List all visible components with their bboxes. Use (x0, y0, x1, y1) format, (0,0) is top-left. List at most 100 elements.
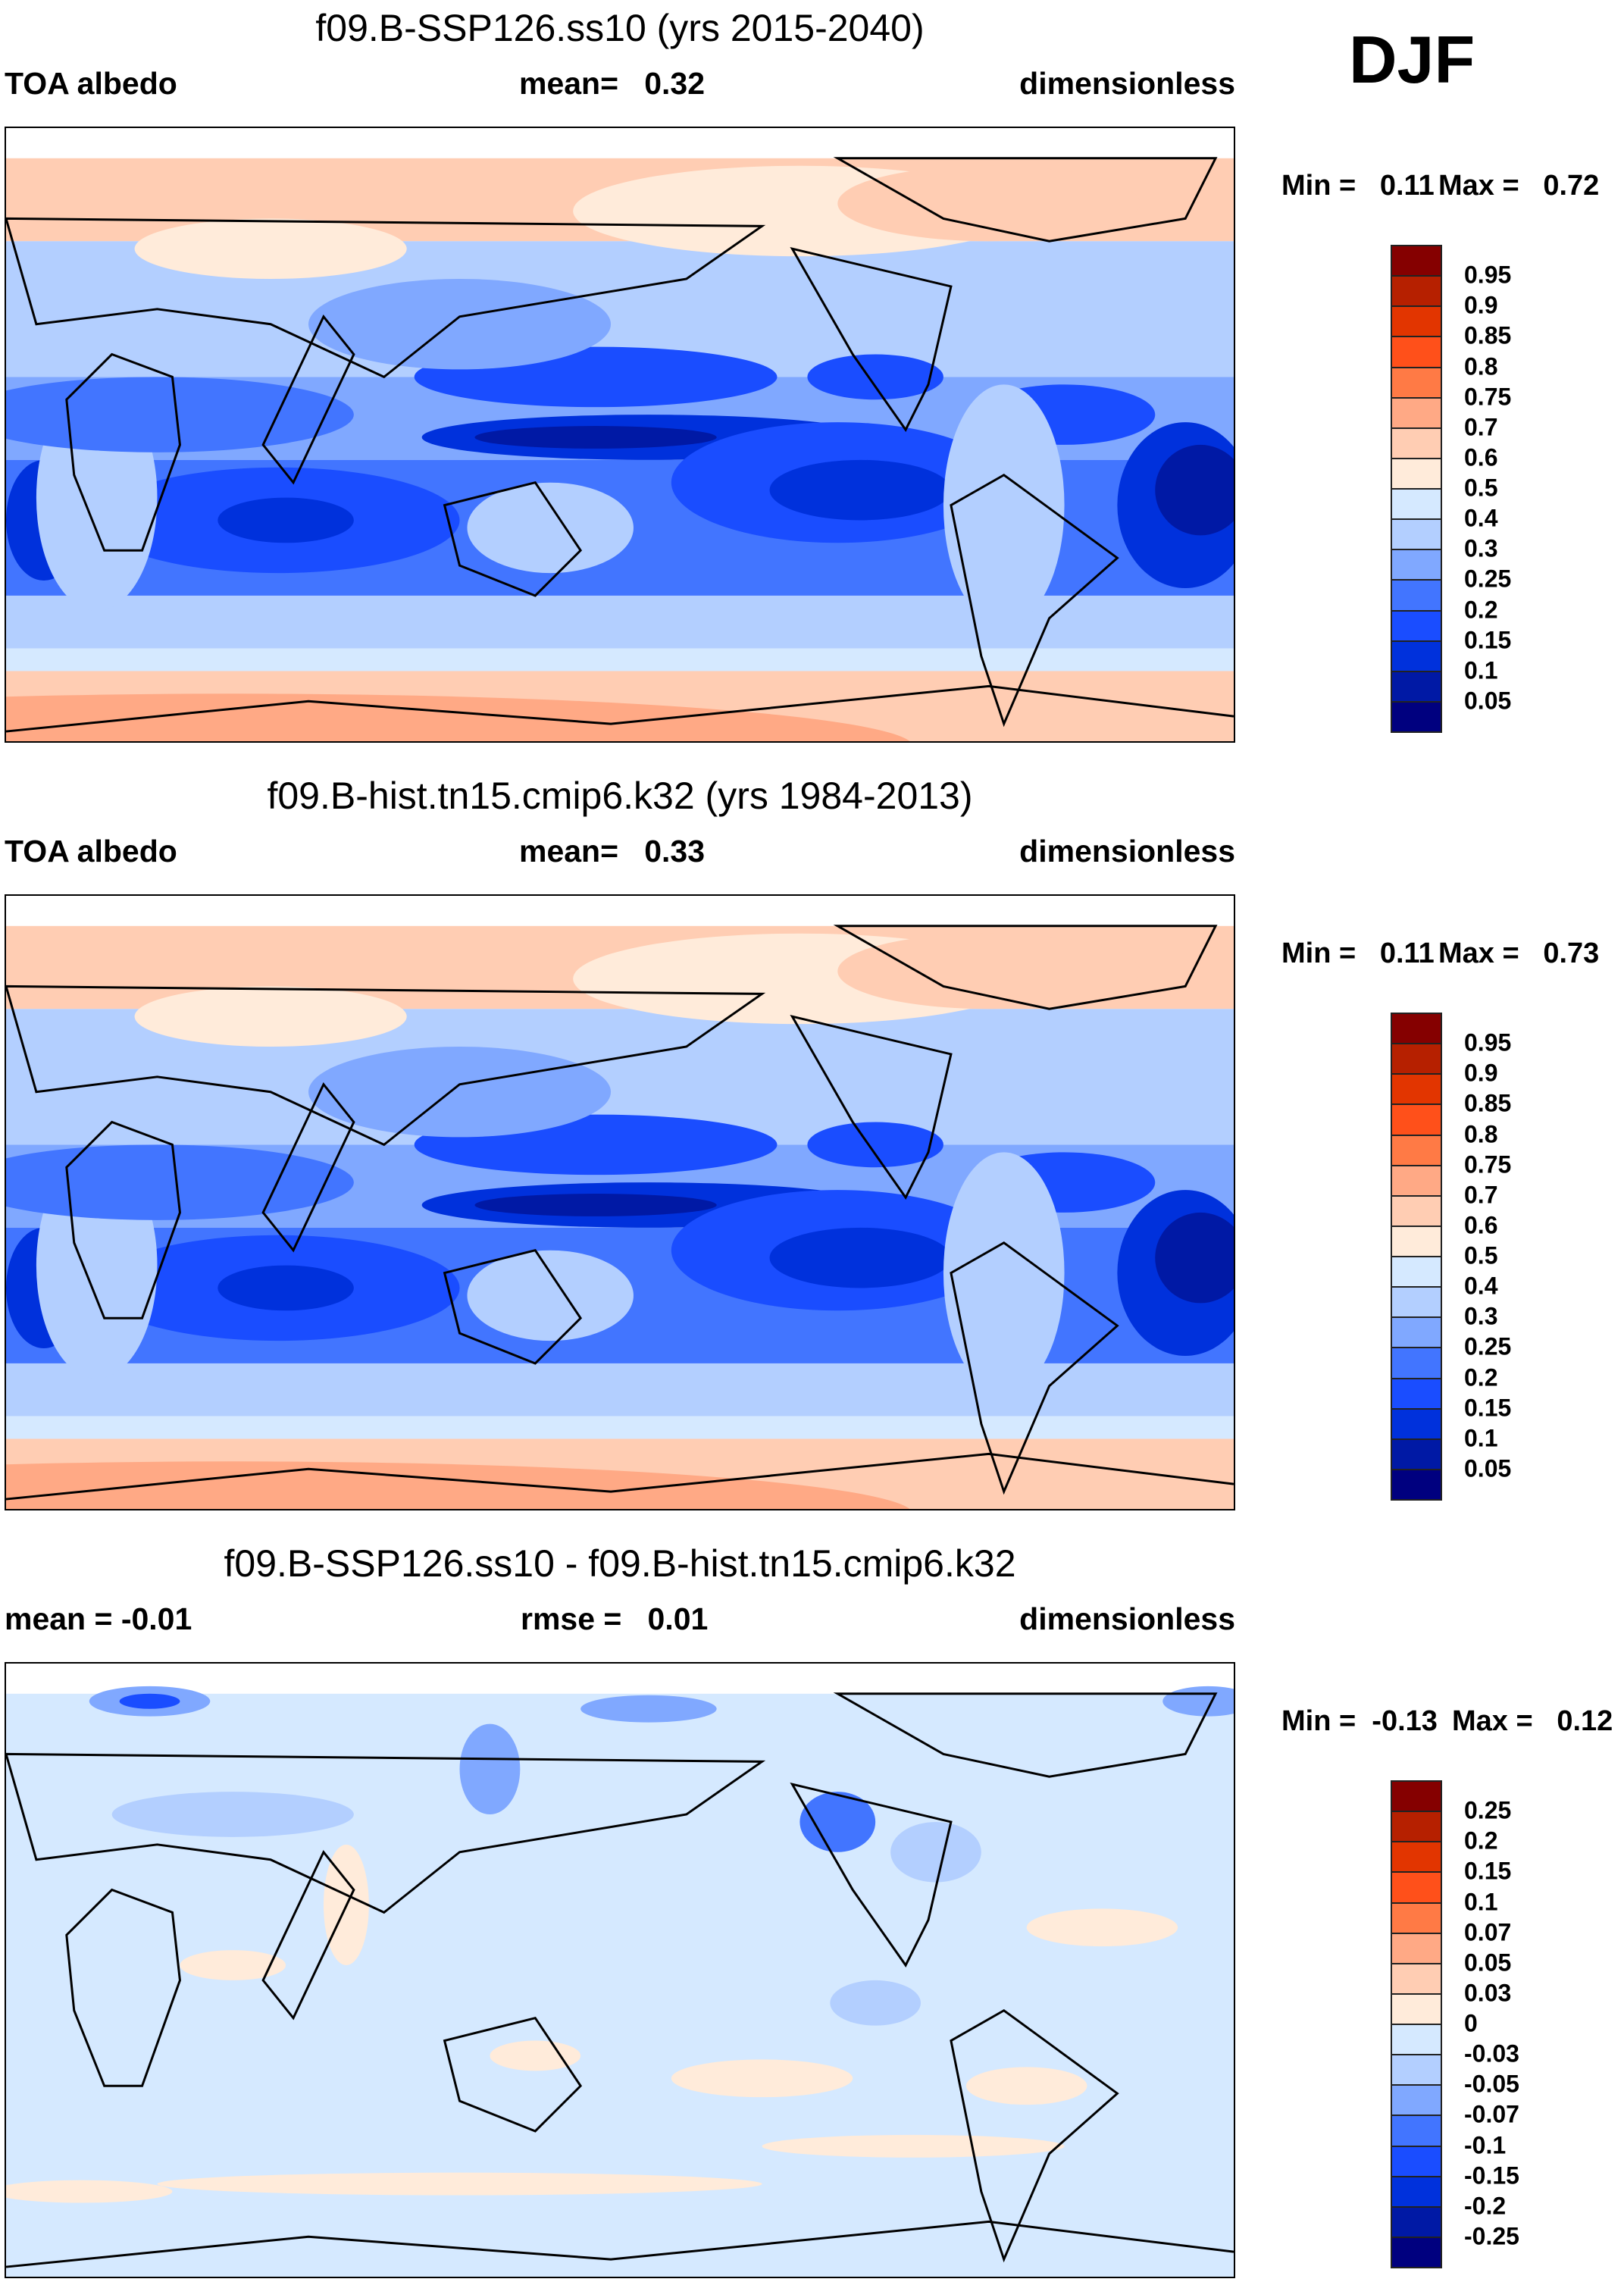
colorbar-box (1391, 1134, 1442, 1166)
field-contour (580, 1695, 717, 1723)
left-label: mean = -0.01 (5, 1601, 192, 1636)
center-label: mean= 0.32 (519, 66, 706, 101)
field-contour (762, 2134, 1065, 2158)
colorbar: 0.05 0.1 0.15 0.2 0.25 0.3 0.4 0.5 0.6 0.7 0.75 0.8… (1391, 245, 1511, 733)
colorbar-box (1391, 1103, 1442, 1136)
colorbar-box (1391, 275, 1442, 308)
colorbar-tick-label: 0.9 (1464, 291, 1498, 319)
field-contour (308, 1047, 612, 1138)
panel-title: f09.B-hist.tn15.cmip6.k32 (yrs 1984-2013… (267, 775, 973, 817)
colorbar-box (1391, 670, 1442, 703)
colorbar-tick-label: -0.1 (1464, 2131, 1507, 2158)
colorbar-tick-label: 0.3 (1464, 534, 1498, 562)
coastline (261, 1849, 355, 2021)
colorbar-box (1391, 518, 1442, 551)
field-contour (6, 377, 354, 452)
colorbar-box (1391, 1286, 1442, 1319)
colorbar-box (1391, 1871, 1442, 1904)
colorbar-box (1391, 1841, 1442, 1873)
field-contour (474, 1194, 717, 1216)
map-plot (5, 127, 1235, 743)
colorbar-box (1391, 245, 1442, 277)
colorbar-box (1391, 579, 1442, 612)
field-contour (890, 1821, 981, 1883)
colorbar-tick-label: 0.7 (1464, 1181, 1498, 1209)
map-plot (5, 1662, 1235, 2278)
colorbar: 0.05 0.1 0.15 0.2 0.25 0.3 0.4 0.5 0.6 0.7 0.75 0.8… (1391, 1013, 1511, 1501)
colorbar-tick-label: 0.95 (1464, 261, 1512, 289)
field-contour (807, 354, 943, 400)
colorbar-tick-label: 0.8 (1464, 1120, 1498, 1147)
colorbar-tick-label: 0 (1464, 2009, 1478, 2037)
coastline (950, 2008, 1119, 2263)
field-contour (6, 1461, 910, 1509)
colorbar-tick-label: 0.8 (1464, 352, 1498, 380)
coastline (65, 1120, 181, 1319)
coastline (443, 2016, 583, 2133)
colorbar-box (1391, 1780, 1442, 1813)
colorbar-tick-label: 0.9 (1464, 1059, 1498, 1087)
coastline (833, 1692, 1218, 1778)
latitude-band (6, 896, 1234, 926)
colorbar-tick-label: 0.75 (1464, 1150, 1512, 1179)
field-contour (769, 459, 951, 521)
field-contour (490, 2040, 581, 2071)
coastline (443, 481, 583, 597)
field-contour (1026, 1908, 1178, 1947)
colorbar-box (1391, 1438, 1442, 1470)
colorbar-box (1391, 1377, 1442, 1410)
coastline (6, 1452, 1234, 1501)
field-contour (459, 1723, 521, 1815)
panel-title: f09.B-SSP126.ss10 (yrs 2015-2040) (315, 7, 925, 49)
colorbar-box (1391, 457, 1442, 490)
min-label: Min = 0.11 (1281, 170, 1435, 202)
colorbar-box (1391, 1347, 1442, 1379)
field-contour (467, 482, 634, 574)
colorbar-tick-label: 0.05 (1464, 1454, 1512, 1482)
coastline (6, 217, 766, 379)
colorbar-box (1391, 1902, 1442, 1934)
colorbar-box (1391, 2084, 1442, 2117)
coastline (6, 1752, 766, 1914)
colorbar-box (1391, 549, 1442, 581)
colorbar-box (1391, 1932, 1442, 1964)
colorbar-box (1391, 2175, 1442, 2208)
min-label: Min = 0.11 (1281, 938, 1435, 969)
colorbar-tick-label: 0.7 (1464, 413, 1498, 441)
colorbar-tick-label: 0.5 (1464, 1241, 1498, 1269)
colorbar-box (1391, 1407, 1442, 1440)
colorbar-tick-label: 0.1 (1464, 1424, 1498, 1452)
colorbar-tick-label: 0.3 (1464, 1302, 1498, 1330)
colorbar-tick-label: 0.6 (1464, 1211, 1498, 1239)
colorbar-tick-label: 0.4 (1464, 504, 1498, 532)
coastline (6, 684, 1234, 733)
colorbar-box (1391, 396, 1442, 429)
colorbar: -0.25 -0.2 -0.15 -0.1 -0.07 -0.05 -0.03 0 0.03 0.… (1391, 1780, 1519, 2268)
field-contour (308, 279, 612, 370)
colorbar-box (1391, 1013, 1442, 1045)
field-contour (807, 1122, 943, 1168)
coastline (833, 925, 1218, 1010)
coastline (950, 1241, 1119, 1495)
colorbar-box (1391, 1164, 1442, 1197)
colorbar-tick-label: 0.5 (1464, 474, 1498, 502)
season-label: DJF (1349, 22, 1475, 97)
colorbar-tick-label: 0.4 (1464, 1272, 1498, 1300)
colorbar-box (1391, 1992, 1442, 2025)
colorbar-tick-label: 0.2 (1464, 1363, 1498, 1391)
colorbar-tick-label: 0.15 (1464, 1394, 1512, 1422)
contour-map (6, 1664, 1234, 2277)
field-contour (671, 2059, 853, 2098)
field-contour (943, 1152, 1065, 1394)
field-contour (830, 1980, 922, 2026)
latitude-band (6, 1416, 1234, 1439)
coastline (65, 352, 181, 552)
coastline (6, 984, 766, 1147)
colorbar-box (1391, 2236, 1442, 2268)
field-contour (467, 1250, 634, 1341)
field-contour (6, 1144, 354, 1220)
colorbar-tick-label: -0.07 (1464, 2100, 1519, 2128)
latitude-band (6, 595, 1234, 649)
colorbar-box (1391, 1194, 1442, 1227)
colorbar-box (1391, 1811, 1442, 1843)
